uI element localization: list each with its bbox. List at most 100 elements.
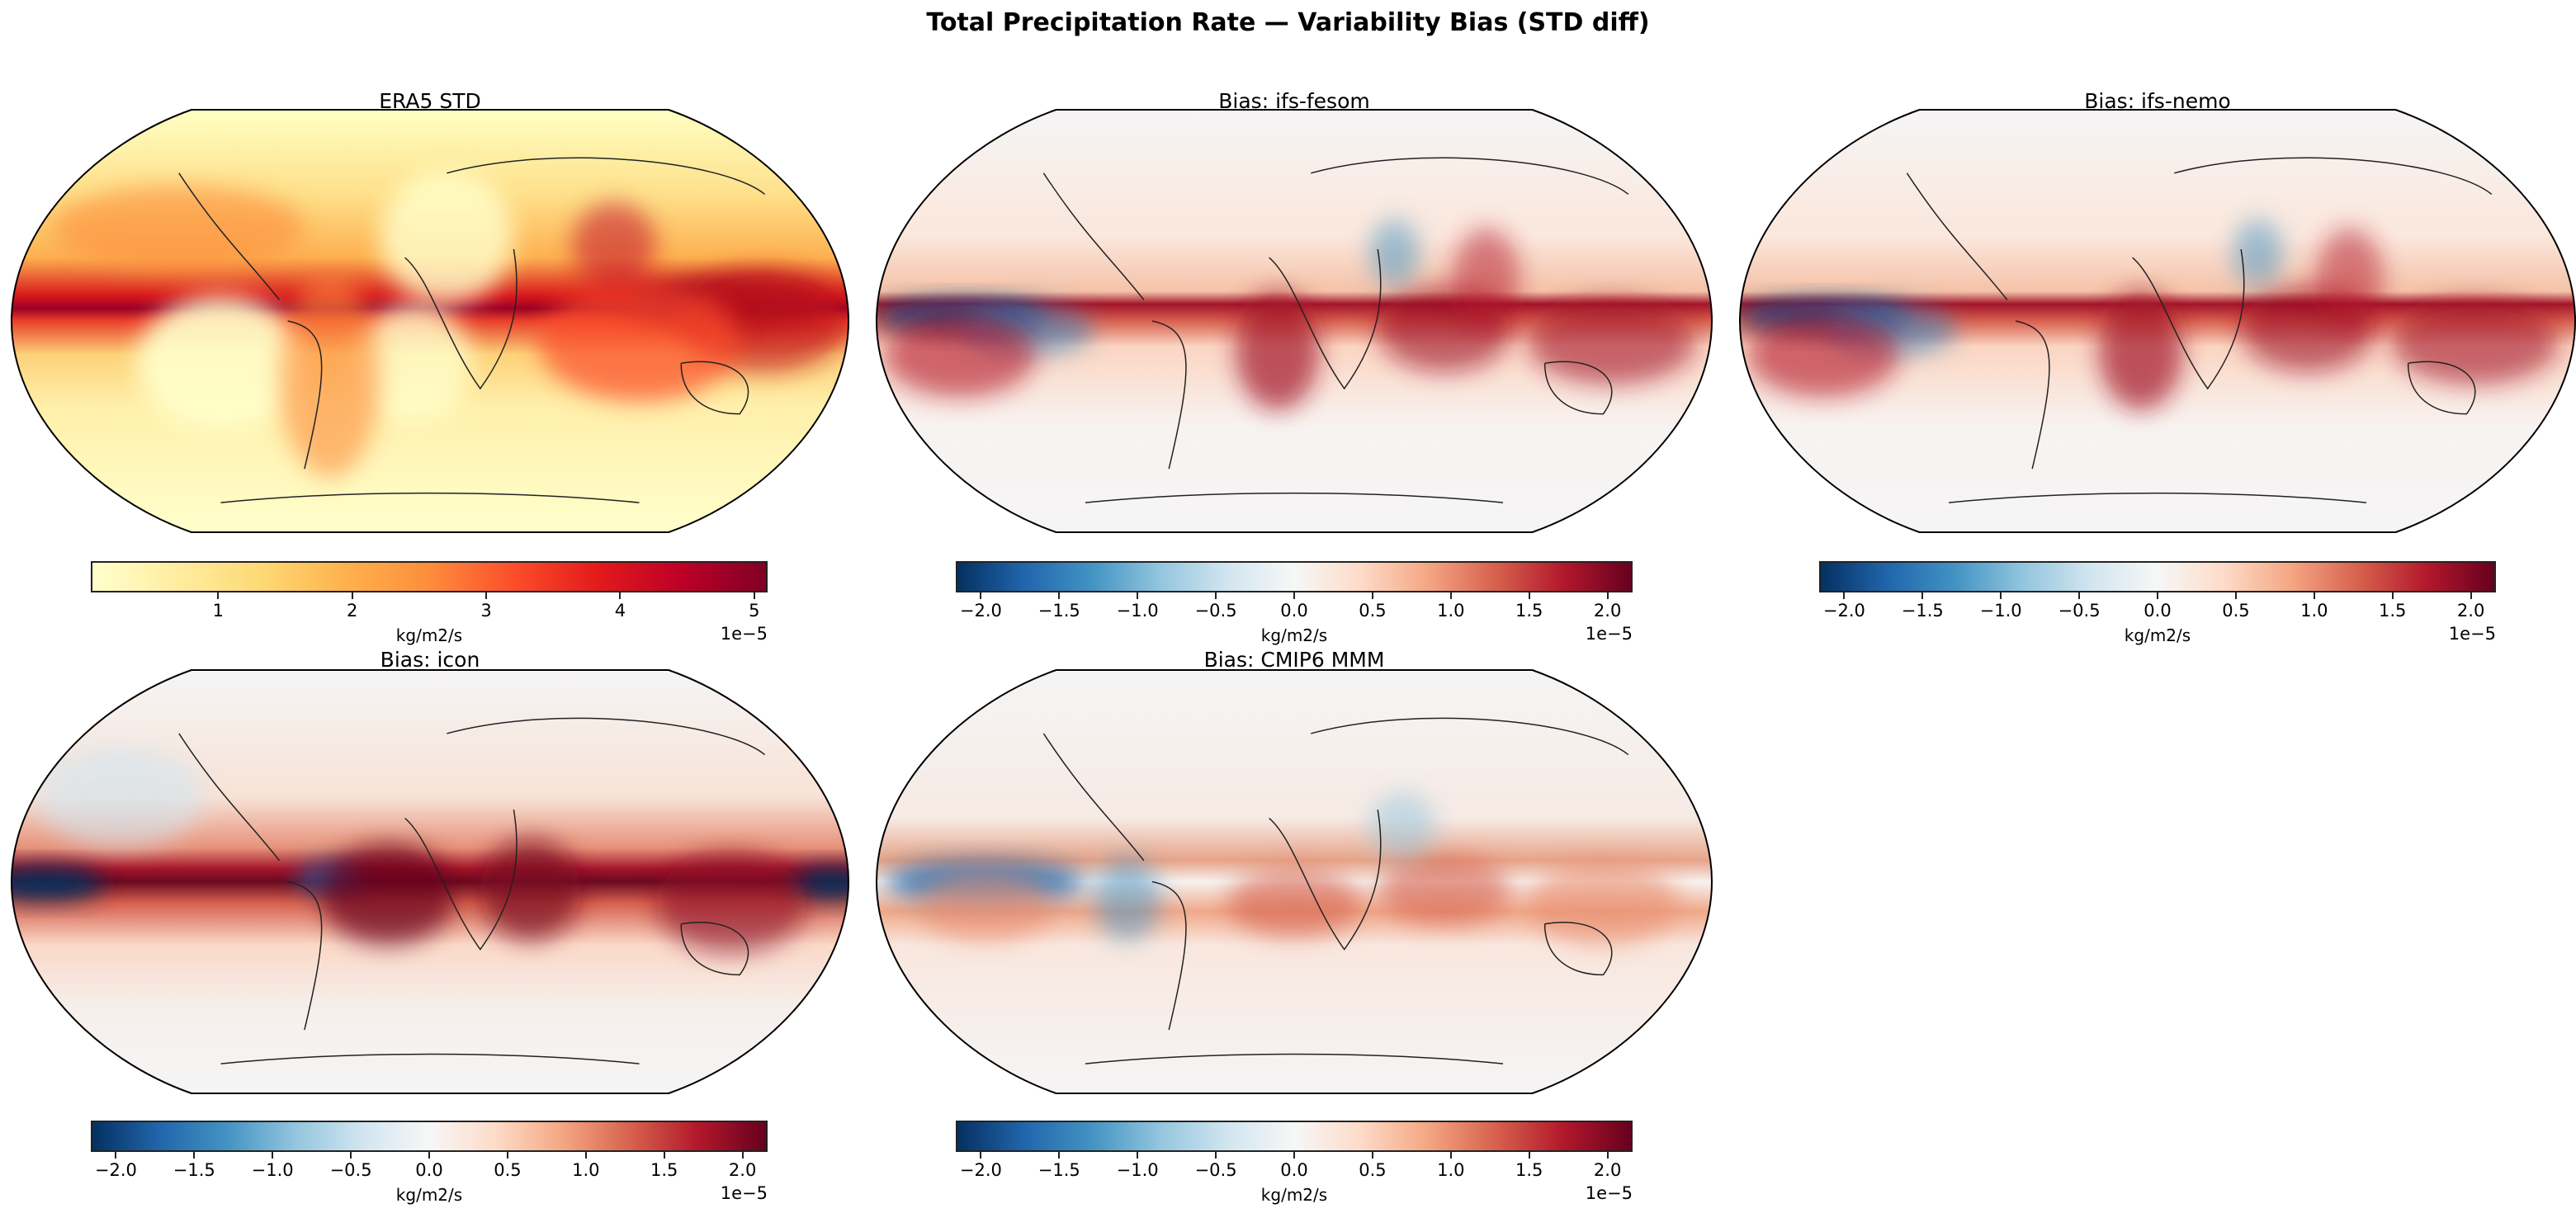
field-anomaly: [1528, 300, 1695, 385]
coastline: [2132, 248, 2245, 390]
colorbar-tick-label: −1.5: [1037, 601, 1080, 621]
map-panel: [10, 669, 850, 1094]
colorbar-tick-label: 0.0: [1280, 601, 1308, 621]
map-field: [877, 110, 1712, 532]
coastline: [1042, 172, 1145, 300]
map-panel: [1738, 109, 2576, 533]
colorbar-tick-label: 0.0: [2144, 601, 2172, 621]
map-field: [12, 110, 848, 532]
field-anomaly: [380, 168, 514, 304]
coastline: [1269, 809, 1382, 951]
field-anomaly: [1236, 291, 1320, 410]
field-anomaly: [11, 866, 104, 901]
colorbar-tick-label: −1.0: [251, 1160, 294, 1180]
coastline: [404, 248, 518, 390]
colorbar-tick: [485, 592, 487, 599]
field-anomaly: [2316, 228, 2384, 330]
colorbar-tick: [1137, 592, 1139, 599]
colorbar-tick-label: 1.5: [650, 1160, 678, 1180]
colorbar-tick: [1371, 592, 1373, 599]
colorbar-tick: [428, 1152, 430, 1159]
coastline: [447, 157, 766, 195]
colorbar-tick: [2078, 592, 2081, 599]
colorbar-tick-label: −0.5: [1194, 601, 1237, 621]
colorbar-tick: [663, 1152, 665, 1159]
colorbar-tick: [351, 592, 353, 599]
map-panel: [875, 669, 1713, 1094]
colorbar-tick: [1058, 1152, 1061, 1159]
coastline: [680, 922, 749, 976]
map-field: [877, 670, 1712, 1093]
colorbar-tick: [1843, 592, 1846, 599]
colorbar-tick: [1528, 1152, 1530, 1159]
coastline: [2015, 320, 2050, 470]
map-field: [11, 670, 848, 1093]
colorbar-tick-label: 0.0: [415, 1160, 443, 1180]
coastline: [447, 717, 766, 756]
map-field: [1740, 110, 2575, 532]
coastline: [220, 1053, 640, 1064]
colorbar-tick: [741, 1152, 744, 1159]
colorbar-offset-text: 1e−5: [2448, 624, 2496, 644]
colorbar-tick: [2391, 592, 2394, 599]
coastline: [404, 809, 518, 951]
colorbar-label: kg/m2/s: [395, 1185, 463, 1205]
colorbar-tick: [1449, 1152, 1452, 1159]
colorbar-tick: [1137, 1152, 1139, 1159]
colorbar-tick-label: −2.0: [94, 1160, 137, 1180]
field-anomaly: [480, 839, 581, 942]
field-anomaly: [2099, 291, 2183, 410]
colorbar-tick-label: −0.5: [2058, 601, 2101, 621]
colorbar-offset-text: 1e−5: [1585, 624, 1633, 644]
coastline: [1042, 733, 1145, 861]
colorbar-tick-label: 0.5: [494, 1160, 522, 1180]
colorbar-tick: [2234, 592, 2237, 599]
colorbar-tick: [350, 1152, 352, 1159]
colorbar-tick-label: 1: [212, 601, 224, 621]
coastline: [1085, 1053, 1504, 1064]
field-anomaly: [1748, 312, 1899, 398]
colorbar-tick-label: 1.0: [1437, 1160, 1465, 1180]
colorbar-tick-label: −1.0: [1116, 601, 1159, 621]
panel-title: Bias: icon: [380, 648, 480, 672]
field-anomaly: [572, 202, 656, 288]
colorbar-tick-label: −1.5: [173, 1160, 215, 1180]
coastline: [1151, 320, 1187, 470]
colorbar: [956, 561, 1633, 592]
field-anomaly: [1528, 860, 1679, 946]
colorbar-tick-label: 1.0: [572, 1160, 600, 1180]
colorbar-tick: [980, 592, 982, 599]
colorbar: [1819, 561, 2496, 592]
colorbar-offset-text: 1e−5: [1585, 1183, 1633, 1203]
map-boundary: [10, 669, 850, 1094]
colorbar-tick: [1528, 592, 1530, 599]
coastline: [1543, 922, 1613, 976]
colorbar-label: kg/m2/s: [1260, 1185, 1328, 1205]
field-anomaly: [1369, 219, 1420, 288]
field-anomaly: [53, 186, 305, 271]
colorbar-label: kg/m2/s: [2124, 625, 2191, 645]
colorbar-tick: [584, 1152, 587, 1159]
field-anomaly: [279, 274, 380, 478]
field-anomaly: [1453, 228, 1520, 330]
colorbar-tick: [2313, 592, 2315, 599]
colorbar-tick-label: 1.5: [1515, 601, 1543, 621]
colorbar-tick-label: 2.0: [2456, 601, 2485, 621]
colorbar-tick-label: −0.5: [1194, 1160, 1237, 1180]
coastline: [1543, 361, 1613, 415]
colorbar-tick-label: −1.5: [1901, 601, 1944, 621]
field-anomaly: [885, 312, 1036, 398]
colorbar: [956, 1121, 1633, 1152]
colorbar-tick-label: −1.0: [1116, 1160, 1159, 1180]
colorbar-tick-label: 2.0: [1593, 1160, 1622, 1180]
map-panel: [10, 109, 850, 533]
coastline: [287, 320, 323, 470]
colorbar-tick: [2157, 592, 2158, 599]
colorbar-tick-label: −1.0: [1979, 601, 2022, 621]
coastline: [2407, 361, 2476, 415]
field-anomaly: [137, 295, 305, 432]
panel-title: Bias: CMIP6 MMM: [1203, 648, 1385, 672]
colorbar-tick: [1606, 592, 1609, 599]
colorbar-tick: [1606, 1152, 1609, 1159]
map-panel: [875, 109, 1713, 533]
